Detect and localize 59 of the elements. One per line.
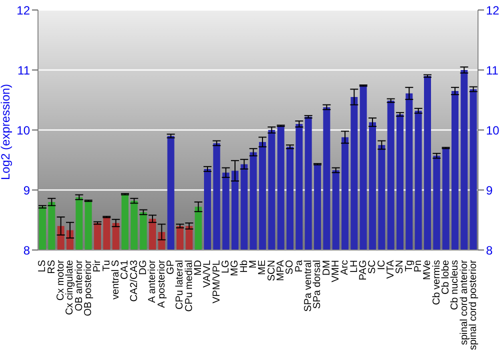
y2-tick-label: 9 [486,183,493,198]
x-tick-label: MG [230,260,241,276]
x-tick-label: DG [138,260,149,275]
x-tick-label: Cx cingulate [64,260,76,316]
y2-tick-label: 8 [486,243,493,258]
x-tick-label: CA1 [120,260,131,280]
x-tick-label: LG [220,260,232,274]
x-tick-label: SC [367,260,378,274]
x-tick-label: Pir [92,259,104,272]
x-tick-label: M [248,260,259,268]
x-tick-label: RS [46,260,58,274]
x-tick-label: SO [284,260,296,274]
x-tick-label: A posterior [156,259,168,308]
x-tick-label: LH [348,260,360,273]
x-tick-label: IC [376,260,388,270]
x-tick-label: MD [192,260,204,276]
y2-tick-label: 11 [486,63,499,78]
x-tick-label: OB anterior [74,259,85,312]
y-tick-label: 11 [18,63,30,78]
y-tick-label: 12 [16,3,30,18]
x-tick-label: VPM/VPL [211,260,222,304]
x-tick-label: MVe [422,260,434,280]
x-tick-label: SPa ventral [302,260,314,312]
x-tick-label: VMH [330,260,342,282]
x-tick-label: Cb nucleus [450,260,461,310]
y-tick-label: 9 [23,183,30,198]
x-tick-label: DM [321,260,332,276]
y-axis-title: Log2 (expression) [0,84,12,180]
y2-tick-label: 10 [486,123,500,138]
x-tick-label: Hb [238,260,250,273]
x-tick-label: A anterior [147,259,158,303]
y2-tick-label: 12 [486,3,500,18]
x-tick-label: CPu lateral [174,260,186,310]
x-tick-label: PAG [358,260,369,280]
x-tick-label: Cb lobe [440,260,452,294]
y-tick-label: 8 [23,243,30,258]
x-tick-label: OB posterior [82,259,94,316]
x-tick-label: Pa [294,260,305,272]
x-tick-label: spinal cord anterior [458,259,470,346]
x-tick-label: Cx motor [55,259,66,301]
x-tick-label: Arc [340,260,351,275]
x-tick-label: ventral S [110,260,122,300]
y-tick-label: 10 [16,123,30,138]
x-tick-label: CPu medial [184,260,195,312]
x-tick-label: SPa dorsal [312,260,324,309]
x-tick-label: SCN [266,260,278,282]
x-tick-label: spinal cord posterior [468,259,479,350]
x-tick-label: GP [165,260,176,274]
x-tick-label: VA/VL [202,260,214,288]
x-tick-label: Tu [101,260,112,272]
x-tick-label: SN [394,260,406,274]
x-tick-label: ME [257,260,268,275]
x-tick-label: MPA [275,260,286,281]
x-tick-label: Cb vermis [431,260,442,306]
x-tick-label: LS [37,260,48,272]
x-tick-label: Tg [404,260,415,272]
x-tick-label: VTA [385,260,396,279]
x-tick-label: Pn [412,260,424,272]
x-tick-label: CA2/CA3 [128,260,140,302]
